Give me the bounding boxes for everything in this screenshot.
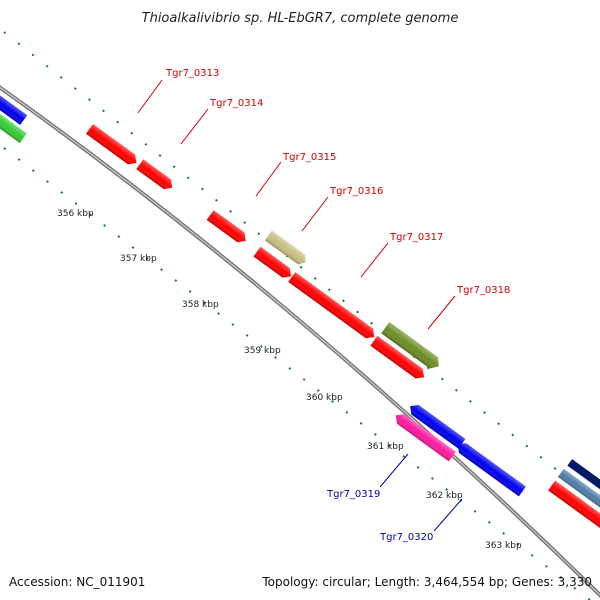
gene-arrow-navy-right[interactable] (567, 459, 600, 501)
callout-line-tgr7-0315 (255, 161, 282, 197)
gene-arrow-red-right[interactable] (548, 480, 600, 538)
callout-line-tgr7-0314 (180, 108, 209, 145)
callout-line-tgr7-0318 (427, 295, 456, 330)
gene-arrow-tgr7-0315[interactable] (206, 210, 250, 246)
gene-label-tgr7-0319[interactable]: Tgr7_0319 (326, 489, 380, 500)
gene-features (0, 84, 600, 538)
gene-arrow-red-small[interactable] (253, 246, 294, 281)
gene-arrow-green-left[interactable] (0, 101, 27, 144)
gene-label-tgr7-0315[interactable]: Tgr7_0315 (282, 152, 336, 163)
gene-arrow-tgr7-0319[interactable] (392, 411, 456, 462)
callout-line-tgr7-0316 (301, 196, 329, 232)
accession-text: Accession: NC_011901 (9, 575, 145, 589)
gene-arrow-tgr7-0316[interactable] (264, 230, 309, 268)
tick-label: 357 kbp (120, 254, 157, 264)
gene-arrow-blue-left[interactable] (0, 84, 28, 125)
gene-label-tgr7-0316[interactable]: Tgr7_0316 (329, 186, 383, 197)
topology-text: Topology: circular; Length: 3,464,554 bp… (261, 575, 592, 589)
grid-guide-outer (3, 31, 600, 505)
gene-label-tgr7-0314[interactable]: Tgr7_0314 (209, 98, 263, 109)
gene-callouts (137, 79, 463, 532)
gene-arrow-red-after-0317[interactable] (370, 335, 427, 382)
tick-labels: 356 kbp 357 kbp 358 kbp 359 kbp 360 kbp … (57, 209, 522, 551)
tick-label: 362 kbp (426, 491, 463, 501)
map-title: Thioalkalivibrio sp. HL-EbGR7, complete … (142, 11, 459, 26)
gene-arrow-tgr7-0317[interactable] (288, 272, 378, 342)
tick-label: 361 kbp (367, 442, 404, 452)
tick-label: 356 kbp (57, 209, 94, 219)
gene-arrow-blue-upper[interactable] (407, 401, 466, 449)
gene-label-tgr7-0318[interactable]: Tgr7_0318 (456, 285, 510, 296)
tick-label: 359 kbp (244, 346, 281, 356)
gene-arrow-tgr7-0320[interactable] (454, 440, 526, 497)
grid-guides (3, 31, 600, 600)
gene-arrow-tgr7-0318[interactable] (381, 321, 443, 372)
callout-line-tgr7-0320 (433, 498, 463, 532)
gene-arrow-tgr7-0313[interactable] (86, 124, 140, 168)
gene-label-tgr7-0317[interactable]: Tgr7_0317 (389, 232, 443, 243)
gene-label-tgr7-0320[interactable]: Tgr7_0320 (379, 532, 433, 543)
tick-label: 360 kbp (306, 393, 343, 403)
callout-line-tgr7-0317 (360, 242, 389, 278)
callout-line-tgr7-0313 (137, 79, 163, 114)
gene-labels: Tgr7_0313 Tgr7_0314 Tgr7_0315 Tgr7_0316 … (165, 68, 510, 543)
callout-line-tgr7-0319 (379, 453, 409, 488)
tick-label: 358 kbp (182, 300, 219, 310)
gene-label-tgr7-0313[interactable]: Tgr7_0313 (165, 68, 219, 79)
gene-arrow-steel-right[interactable] (557, 468, 600, 519)
gene-arrow-tgr7-0314[interactable] (136, 159, 175, 192)
tick-label: 363 kbp (485, 541, 522, 551)
